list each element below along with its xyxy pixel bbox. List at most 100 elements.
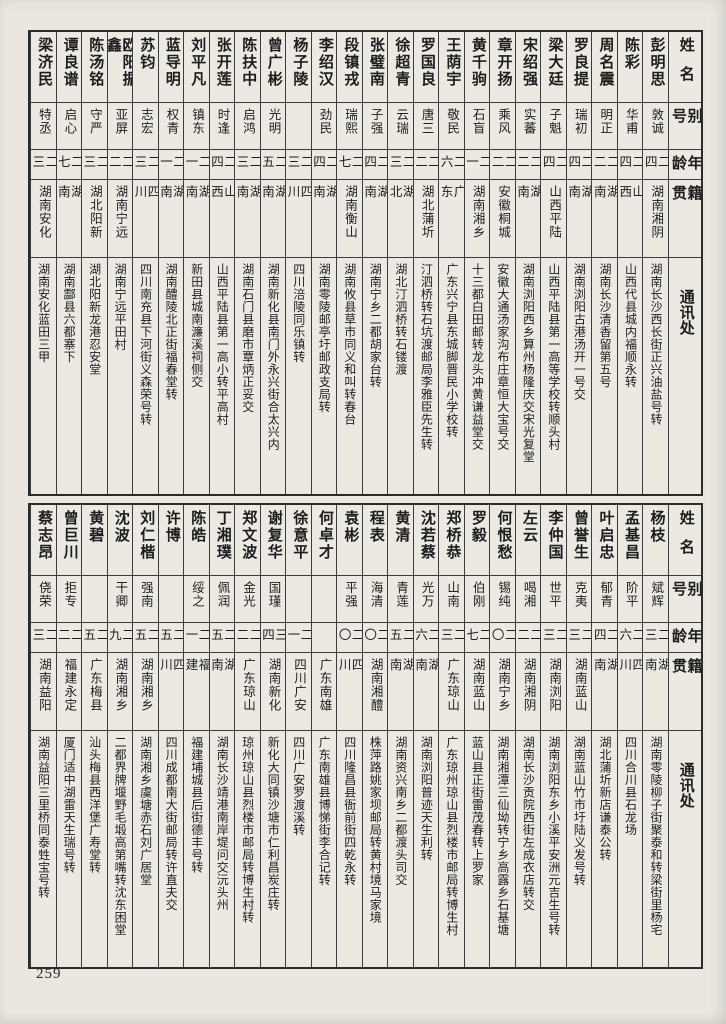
age-text: 二三 bbox=[133, 155, 158, 169]
header-alias: 别号 bbox=[669, 575, 701, 622]
alias-cell: 子强 bbox=[362, 102, 388, 149]
header-origin-label: 籍贯 bbox=[670, 658, 701, 695]
address-cell: 湖南长沙清香留第五号 bbox=[592, 257, 617, 494]
name-text: 黄清 bbox=[393, 510, 410, 544]
origin-cell: 广东琼山 bbox=[439, 652, 464, 730]
name-cell: 孟基昌 bbox=[618, 505, 643, 575]
address-cell: 湖南酃县六都寨下 bbox=[56, 257, 82, 494]
name-text: 梁济民 bbox=[36, 37, 53, 88]
address-cell: 湖南益阳三里桥同泰甡宝号转 bbox=[31, 730, 56, 967]
age-text: 二六 bbox=[413, 628, 439, 642]
origin-cell: 湖南湘阴 bbox=[515, 652, 541, 730]
alias-cell: 克夷 bbox=[566, 575, 592, 622]
address-text: 山西平陆县第一高等学校转顺头村 bbox=[546, 263, 561, 451]
origin-cell: 湖南 bbox=[592, 179, 617, 257]
address-text: 琼州琼山县烈楼市邮局转博生村转 bbox=[240, 736, 255, 924]
alias-cell: 敦诚 bbox=[643, 102, 668, 149]
address-cell: 湖南新化县南门外永兴街合太兴内 bbox=[260, 257, 286, 494]
person-column: 杨枝 斌辉 二三 湖南 湖南零陵柳子街聚泰和转梁街里杨宅 bbox=[642, 505, 668, 967]
alias-cell: 敬民 bbox=[439, 102, 464, 149]
address-cell: 十三都白田邮转龙头冲黄谦益堂交 bbox=[464, 257, 490, 494]
alias-text: 瑞初 bbox=[572, 108, 587, 135]
age-text: 二二 bbox=[413, 155, 439, 169]
address-text: 福建埔城县后街德丰号转 bbox=[189, 736, 204, 874]
name-text: 杨枝 bbox=[648, 510, 665, 544]
age-cell: 二〇 bbox=[362, 622, 388, 652]
origin-cell: 湖南衡山 bbox=[337, 179, 362, 257]
person-column: 陈汤铭 守严 二三 湖北阳新 湖北阳新龙港忍安堂 bbox=[81, 32, 107, 494]
origin-text: 湖南 bbox=[566, 185, 592, 224]
age-cell: 二六 bbox=[413, 622, 439, 652]
address-text: 湖南攸县草市同义和叫转春台 bbox=[342, 263, 357, 426]
origin-text: 湖南 bbox=[56, 185, 82, 224]
person-column: 程表 海清 二〇 湖南湘醴 株萍路姚家坝邮局转黄村境马家境 bbox=[361, 505, 388, 967]
name-text: 段镇戎 bbox=[342, 37, 359, 88]
name-text: 程表 bbox=[367, 510, 384, 544]
name-cell: 周名震 bbox=[592, 32, 617, 102]
address-cell: 新田县城南濂溪祠侧交 bbox=[184, 257, 209, 494]
origin-text: 湖南 bbox=[311, 185, 337, 224]
address-text: 广东南雄县博悌街李合记转 bbox=[317, 736, 332, 886]
header-name-label: 姓名 bbox=[677, 510, 694, 568]
person-column: 王荫宇 敬民 二六 广东 广东兴宁县东城脚晋民小学校转 bbox=[438, 32, 464, 494]
age-text: 二二 bbox=[592, 155, 617, 169]
person-column: 罗毅 伯刚 二七 湖南蓝山 蓝山县正街雷茂春转上罗家 bbox=[463, 505, 490, 967]
age-text: 二三 bbox=[439, 628, 464, 642]
age-text: 二三 bbox=[31, 628, 56, 642]
origin-cell: 湖南 bbox=[592, 652, 617, 730]
origin-text: 山西 bbox=[209, 185, 235, 224]
header-address-label: 通讯处 bbox=[677, 762, 694, 809]
alias-text: 志宏 bbox=[138, 108, 153, 135]
address-cell: 新化大同镇沙塘市仁利昌炭庄转 bbox=[260, 730, 286, 967]
origin-text: 湖南宁乡 bbox=[496, 658, 511, 712]
alias-text: 克夷 bbox=[572, 581, 587, 608]
person-column: 徐超青 云瑞 二三 湖北 湖北汀泗桥转石镂渡 bbox=[387, 32, 413, 494]
address-text: 安徽大通汤家沟布庄章恒大宝号交 bbox=[495, 263, 510, 451]
address-cell: 湖南湘乡虞塘赤石刘广居堂 bbox=[133, 730, 158, 967]
name-text: 欧阳振鑫 bbox=[107, 37, 133, 88]
person-column: 梁济民 特丞 二三 湖南安化 湖南安化蓝田三甲 bbox=[30, 32, 56, 494]
alias-cell: 侥荣 bbox=[31, 575, 56, 622]
address-text: 二都界牌堰野毛塅高第嘴转沈东困堂 bbox=[113, 736, 128, 936]
address-cell: 四川广安罗渡溪转 bbox=[286, 730, 311, 967]
alias-text: 瑞熙 bbox=[343, 108, 358, 135]
name-cell: 陈皓 bbox=[184, 505, 209, 575]
age-text: 二三 bbox=[31, 155, 56, 169]
name-text: 彭明思 bbox=[648, 37, 665, 88]
header-address-label: 通讯处 bbox=[677, 289, 694, 336]
name-text: 李绍汉 bbox=[316, 37, 333, 88]
person-column: 何卓才 广东南雄 广东南雄县博悌街李合记转 bbox=[310, 505, 337, 967]
address-cell: 湖南湘潭三仙坳转宁乡高露乡石基塘 bbox=[490, 730, 515, 967]
alias-text: 乘风 bbox=[496, 108, 511, 135]
age-text: 二三 bbox=[388, 155, 413, 169]
address-text: 汕头梅县西洋堡广寿堂转 bbox=[87, 736, 102, 874]
age-cell: 二三 bbox=[388, 149, 413, 179]
address-text: 蓝山县正街雷茂春转上罗家 bbox=[470, 736, 485, 886]
person-column: 陈扶中 启鸿 二三 湖南 湖南石门县磨市覃炳正妥交 bbox=[234, 32, 260, 494]
person-column: 周名震 明正 二二 湖南 湖南长沙清香留第五号 bbox=[591, 32, 617, 494]
alias-text: 子魁 bbox=[547, 108, 562, 135]
origin-cell: 湖南安化 bbox=[31, 179, 56, 257]
origin-text: 山西 bbox=[617, 185, 643, 224]
person-column: 谢复华 国瑾 三四 湖南新化 新化大同镇沙塘市仁利昌炭庄转 bbox=[259, 505, 286, 967]
address-cell: 厦门适中湖雷天生瑞号转 bbox=[56, 730, 82, 967]
age-cell: 二六 bbox=[439, 149, 464, 179]
name-cell: 曾广彬 bbox=[261, 32, 286, 102]
age-text: 二五 bbox=[82, 628, 107, 642]
name-cell: 袁彬 bbox=[337, 505, 362, 575]
age-cell: 二五 bbox=[82, 622, 107, 652]
header-age-label: 年龄 bbox=[670, 628, 701, 644]
alias-text: 阶平 bbox=[623, 581, 638, 608]
name-text: 黄碧 bbox=[87, 510, 104, 544]
origin-cell: 湖南 bbox=[209, 652, 235, 730]
address-cell: 四川涪陵同乐镇转 bbox=[286, 257, 311, 494]
alias-text: 光万 bbox=[419, 581, 434, 608]
origin-cell: 湖南 bbox=[388, 652, 413, 730]
alias-cell: 金光 bbox=[235, 575, 260, 622]
age-cell: 二三 bbox=[439, 622, 464, 652]
age-cell: 二二 bbox=[235, 622, 260, 652]
name-cell: 黄清 bbox=[388, 505, 413, 575]
origin-cell: 湖南蓝山 bbox=[464, 652, 490, 730]
age-cell: 二三 bbox=[286, 149, 311, 179]
name-cell: 沈若蔡 bbox=[414, 505, 439, 575]
